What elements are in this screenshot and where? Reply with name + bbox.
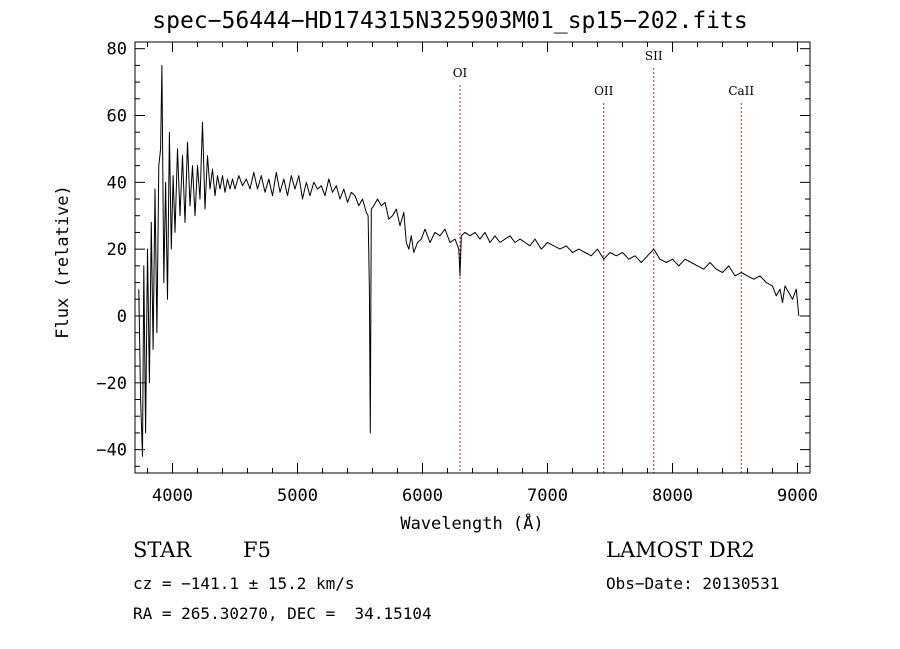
y-tick-label: 60 bbox=[107, 107, 127, 127]
spectrum-series bbox=[138, 64, 800, 457]
x-tick-label: 8000 bbox=[652, 486, 693, 506]
survey-name: LAMOST DR2 bbox=[606, 538, 755, 562]
y-tick-label: −20 bbox=[96, 374, 127, 394]
y-tick-label: 20 bbox=[107, 240, 127, 260]
tick-labels: 4000 5000 6000 7000 8000 9000 −40 −20 0 20 40 60 80 bbox=[96, 40, 818, 506]
page-title: spec−56444−HD174315N325903M01_sp15−202.f… bbox=[152, 8, 748, 34]
object-type: STAR bbox=[133, 538, 192, 562]
y-tick-label: 80 bbox=[107, 40, 127, 60]
x-tick-label: 6000 bbox=[402, 486, 443, 506]
x-tick-label: 7000 bbox=[527, 486, 568, 506]
y-tick-label: −40 bbox=[96, 441, 127, 461]
x-tick-label: 9000 bbox=[777, 486, 818, 506]
y-axis-label: Flux (relative) bbox=[53, 185, 73, 339]
object-subclass: F5 bbox=[243, 538, 271, 562]
line-markers: OI OII SII CaII bbox=[453, 49, 754, 473]
y-tick-label: 40 bbox=[107, 173, 127, 193]
plot-axes bbox=[134, 41, 811, 474]
x-tick-label: 4000 bbox=[152, 486, 193, 506]
y-tick-label: 0 bbox=[117, 307, 127, 327]
coordinates-readout: RA = 265.30270, DEC = 34.15104 bbox=[133, 604, 432, 623]
observation-date: Obs−Date: 20130531 bbox=[606, 574, 780, 593]
line-marker-label: OII bbox=[594, 84, 614, 98]
x-tick-label: 5000 bbox=[277, 486, 318, 506]
line-marker-label: SII bbox=[645, 49, 663, 63]
x-axis-label: Wavelength (Å) bbox=[400, 512, 543, 534]
redshift-readout: cz = −141.1 ± 15.2 km/s bbox=[133, 574, 355, 593]
spectrum-line bbox=[138, 64, 800, 457]
line-marker-label: CaII bbox=[728, 84, 754, 98]
axis-ticks bbox=[135, 42, 810, 473]
line-marker-label: OI bbox=[453, 66, 468, 80]
plot-frame bbox=[134, 41, 811, 474]
